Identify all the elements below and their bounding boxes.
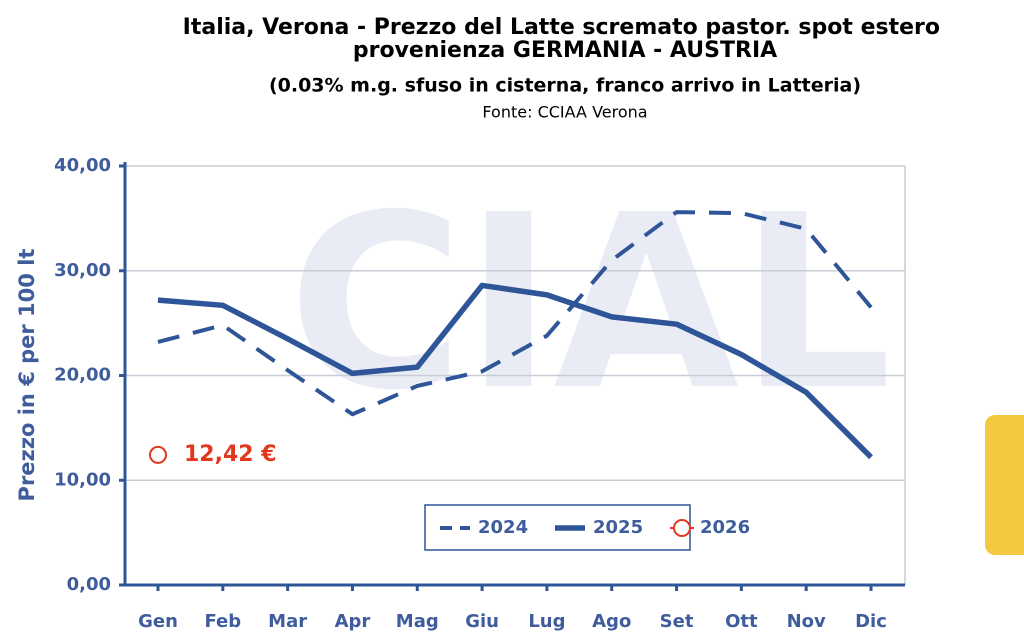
chart-source: Fonte: CCIAA Verona	[482, 103, 647, 122]
chart-subtitle: (0.03% m.g. sfuso in cisterna, franco ar…	[269, 75, 861, 97]
x-tick-label: Nov	[787, 611, 826, 632]
x-tick-label: Dic	[855, 611, 887, 632]
x-tick-label: Apr	[335, 611, 371, 632]
x-tick-label: Gen	[138, 611, 178, 632]
legend-swatch	[673, 519, 691, 537]
x-tick-label: Ago	[592, 611, 631, 632]
y-tick-label: 10,00	[54, 469, 111, 490]
x-tick-label: Giu	[465, 611, 499, 632]
chart-title: Italia, Verona - Prezzo del Latte screma…	[183, 15, 940, 40]
data-label: 12,42 €	[184, 442, 277, 467]
y-tick-label: 20,00	[54, 365, 111, 386]
legend-label: 2025	[593, 517, 643, 538]
y-tick-label: 0,00	[67, 574, 111, 595]
watermark: CIAL	[288, 163, 892, 443]
point-marker	[149, 445, 167, 464]
x-tick-label: Mar	[268, 611, 307, 632]
x-tick-label: Ott	[725, 611, 758, 632]
x-tick-label: Mag	[396, 611, 439, 632]
series-line	[157, 282, 873, 460]
x-tick-label: Feb	[204, 611, 241, 632]
x-tick-label: Lug	[528, 611, 565, 632]
y-tick-label: 30,00	[54, 260, 111, 281]
legend-label: 2026	[700, 517, 750, 538]
y-axis-label: Prezzo in € per 100 lt	[15, 249, 39, 502]
x-tick-label: Set	[660, 611, 694, 632]
legend-label: 2024	[478, 517, 528, 538]
y-tick-label: 40,00	[54, 155, 111, 176]
series-line	[157, 210, 873, 417]
chart-title-line2: provenienza GERMANIA - AUSTRIA	[353, 38, 777, 63]
side-tab	[985, 415, 1024, 555]
